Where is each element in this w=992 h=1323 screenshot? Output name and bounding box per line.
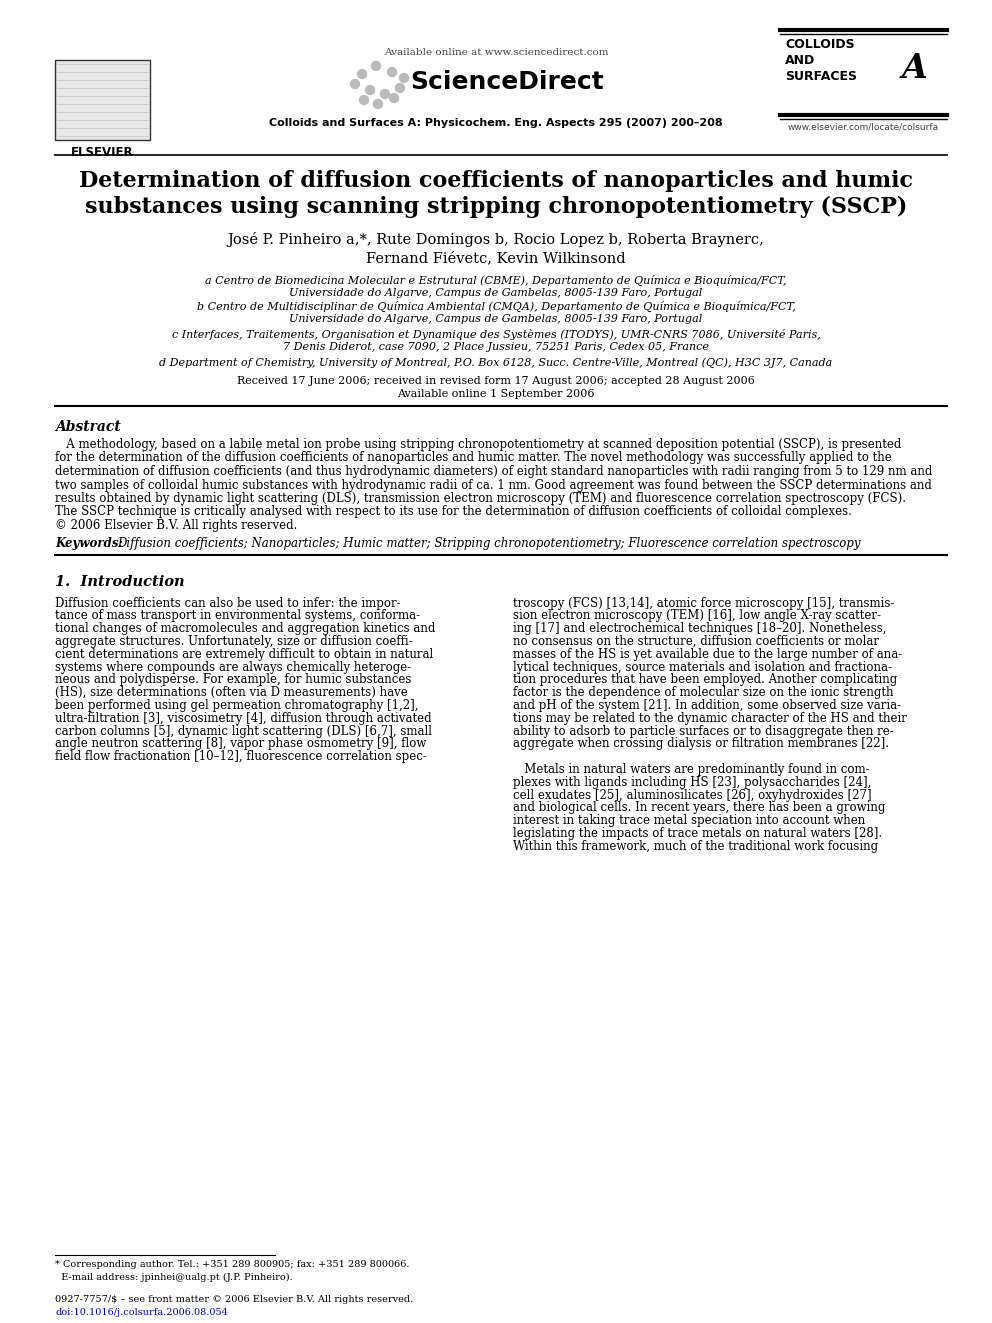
- Text: determination of diffusion coefficients (and thus hydrodynamic diameters) of eig: determination of diffusion coefficients …: [55, 464, 932, 478]
- Text: masses of the HS is yet available due to the large number of ana-: masses of the HS is yet available due to…: [513, 648, 903, 660]
- Text: 1.  Introduction: 1. Introduction: [55, 574, 185, 589]
- Text: Determination of diffusion coefficients of nanoparticles and humic: Determination of diffusion coefficients …: [79, 169, 913, 192]
- Text: sion electron microscopy (TEM) [16], low angle X-ray scatter-: sion electron microscopy (TEM) [16], low…: [513, 610, 881, 622]
- Circle shape: [400, 74, 409, 82]
- Bar: [55, 60, 150, 140]
- Text: ScienceDirect: ScienceDirect: [410, 70, 604, 94]
- Text: plexes with ligands including HS [23], polysaccharides [24],: plexes with ligands including HS [23], p…: [513, 775, 871, 789]
- Text: aggregate structures. Unfortunately, size or diffusion coeffi-: aggregate structures. Unfortunately, siz…: [55, 635, 413, 648]
- Circle shape: [390, 94, 399, 102]
- Text: tions may be related to the dynamic character of the HS and their: tions may be related to the dynamic char…: [513, 712, 907, 725]
- Text: Diffusion coefficients; Nanoparticles; Humic matter; Stripping chronopotentiomet: Diffusion coefficients; Nanoparticles; H…: [117, 537, 860, 549]
- Text: substances using scanning stripping chronopotentiometry (SSCP): substances using scanning stripping chro…: [84, 196, 908, 218]
- Text: Metals in natural waters are predominantly found in com-: Metals in natural waters are predominant…: [513, 763, 870, 775]
- Text: and biological cells. In recent years, there has been a growing: and biological cells. In recent years, t…: [513, 802, 886, 814]
- Circle shape: [381, 90, 390, 98]
- Text: 0927-7757/$ – see front matter © 2006 Elsevier B.V. All rights reserved.: 0927-7757/$ – see front matter © 2006 El…: [55, 1295, 414, 1304]
- Text: carbon columns [5], dynamic light scattering (DLS) [6,7], small: carbon columns [5], dynamic light scatte…: [55, 725, 432, 737]
- Text: troscopy (FCS) [13,14], atomic force microscopy [15], transmis-: troscopy (FCS) [13,14], atomic force mic…: [513, 597, 895, 610]
- Text: Keywords:: Keywords:: [55, 537, 123, 549]
- Text: ing [17] and electrochemical techniques [18–20]. Nonetheless,: ing [17] and electrochemical techniques …: [513, 622, 887, 635]
- Circle shape: [357, 70, 366, 78]
- Text: Within this framework, much of the traditional work focusing: Within this framework, much of the tradi…: [513, 840, 878, 853]
- Text: angle neutron scattering [8], vapor phase osmometry [9], flow: angle neutron scattering [8], vapor phas…: [55, 737, 427, 750]
- Text: lytical techniques, source materials and isolation and fractiona-: lytical techniques, source materials and…: [513, 660, 892, 673]
- Text: two samples of colloidal humic substances with hydrodynamic radii of ca. 1 nm. G: two samples of colloidal humic substance…: [55, 479, 931, 492]
- Text: Available online 1 September 2006: Available online 1 September 2006: [397, 389, 595, 400]
- Circle shape: [365, 86, 375, 94]
- Text: The SSCP technique is critically analysed with respect to its use for the determ: The SSCP technique is critically analyse…: [55, 505, 852, 519]
- Text: interest in taking trace metal speciation into account when: interest in taking trace metal speciatio…: [513, 814, 865, 827]
- Text: José P. Pinheiro a,*, Rute Domingos b, Rocio Lopez b, Roberta Braynerc,: José P. Pinheiro a,*, Rute Domingos b, R…: [227, 232, 765, 247]
- Text: aggregate when crossing dialysis or filtration membranes [22].: aggregate when crossing dialysis or filt…: [513, 737, 889, 750]
- Text: c Interfaces, Traitements, Organisation et Dynamique des Systèmes (ITODYS), UMR-: c Interfaces, Traitements, Organisation …: [172, 329, 820, 340]
- Text: Abstract: Abstract: [55, 419, 121, 434]
- Text: ELSEVIER: ELSEVIER: [70, 146, 133, 159]
- Text: b Centro de Multidisciplinar de Química Ambiental (CMQA), Departamento de Químic: b Centro de Multidisciplinar de Química …: [196, 302, 796, 312]
- Circle shape: [350, 79, 359, 89]
- Text: Available online at www.sciencedirect.com: Available online at www.sciencedirect.co…: [384, 48, 608, 57]
- Text: E-mail address: jpinhei@ualg.pt (J.P. Pinheiro).: E-mail address: jpinhei@ualg.pt (J.P. Pi…: [55, 1273, 293, 1282]
- Text: A: A: [901, 52, 927, 85]
- Text: doi:10.1016/j.colsurfa.2006.08.054: doi:10.1016/j.colsurfa.2006.08.054: [55, 1308, 228, 1316]
- Text: Received 17 June 2006; received in revised form 17 August 2006; accepted 28 Augu: Received 17 June 2006; received in revis…: [237, 376, 755, 386]
- Text: * Corresponding author. Tel.: +351 289 800905; fax: +351 289 800066.: * Corresponding author. Tel.: +351 289 8…: [55, 1259, 410, 1269]
- Circle shape: [371, 61, 381, 70]
- Text: factor is the dependence of molecular size on the ionic strength: factor is the dependence of molecular si…: [513, 687, 894, 699]
- Text: ability to adsorb to particle surfaces or to disaggregate then re-: ability to adsorb to particle surfaces o…: [513, 725, 894, 737]
- Text: systems where compounds are always chemically heteroge-: systems where compounds are always chemi…: [55, 660, 412, 673]
- Text: tion procedures that have been employed. Another complicating: tion procedures that have been employed.…: [513, 673, 897, 687]
- Text: tance of mass transport in environmental systems, conforma-: tance of mass transport in environmental…: [55, 610, 421, 622]
- Circle shape: [388, 67, 397, 77]
- Text: Fernand Fiévetc, Kevin Wilkinsond: Fernand Fiévetc, Kevin Wilkinsond: [366, 251, 626, 265]
- Text: tional changes of macromolecules and aggregation kinetics and: tional changes of macromolecules and agg…: [55, 622, 435, 635]
- Text: field flow fractionation [10–12], fluorescence correlation spec-: field flow fractionation [10–12], fluore…: [55, 750, 427, 763]
- Text: © 2006 Elsevier B.V. All rights reserved.: © 2006 Elsevier B.V. All rights reserved…: [55, 519, 298, 532]
- Text: d Department of Chemistry, University of Montreal, P.O. Box 6128, Succ. Centre-V: d Department of Chemistry, University of…: [160, 357, 832, 368]
- Text: Diffusion coefficients can also be used to infer: the impor-: Diffusion coefficients can also be used …: [55, 597, 401, 610]
- Text: Colloids and Surfaces A: Physicochem. Eng. Aspects 295 (2007) 200–208: Colloids and Surfaces A: Physicochem. En…: [269, 118, 723, 128]
- Text: COLLOIDS
AND
SURFACES: COLLOIDS AND SURFACES: [785, 38, 857, 83]
- Text: www.elsevier.com/locate/colsurfa: www.elsevier.com/locate/colsurfa: [788, 122, 939, 131]
- Text: Universidade do Algarve, Campus de Gambelas, 8005-139 Faro, Portugal: Universidade do Algarve, Campus de Gambe…: [290, 314, 702, 324]
- Circle shape: [374, 99, 383, 108]
- Text: no consensus on the structure, diffusion coefficients or molar: no consensus on the structure, diffusion…: [513, 635, 879, 648]
- Text: a Centro de Biomedicina Molecular e Estrutural (CBME), Departamento de Química e: a Centro de Biomedicina Molecular e Estr…: [205, 275, 787, 286]
- Text: A methodology, based on a labile metal ion probe using stripping chronopotentiom: A methodology, based on a labile metal i…: [55, 438, 902, 451]
- Text: results obtained by dynamic light scattering (DLS), transmission electron micros: results obtained by dynamic light scatte…: [55, 492, 906, 505]
- Text: neous and polydisperse. For example, for humic substances: neous and polydisperse. For example, for…: [55, 673, 412, 687]
- Text: been performed using gel permeation chromatography [1,2],: been performed using gel permeation chro…: [55, 699, 419, 712]
- Text: for the determination of the diffusion coefficients of nanoparticles and humic m: for the determination of the diffusion c…: [55, 451, 892, 464]
- Text: (HS), size determinations (often via D measurements) have: (HS), size determinations (often via D m…: [55, 687, 408, 699]
- Text: ultra-filtration [3], viscosimetry [4], diffusion through activated: ultra-filtration [3], viscosimetry [4], …: [55, 712, 432, 725]
- Circle shape: [359, 95, 368, 105]
- Text: legislating the impacts of trace metals on natural waters [28].: legislating the impacts of trace metals …: [513, 827, 882, 840]
- Text: and pH of the system [21]. In addition, some observed size varia-: and pH of the system [21]. In addition, …: [513, 699, 901, 712]
- Text: cell exudates [25], aluminosilicates [26], oxyhydroxides [27]: cell exudates [25], aluminosilicates [26…: [513, 789, 872, 802]
- Circle shape: [396, 83, 405, 93]
- Text: Universidade do Algarve, Campus de Gambelas, 8005-139 Faro, Portugal: Universidade do Algarve, Campus de Gambe…: [290, 288, 702, 298]
- Text: 7 Denis Diderot, case 7090, 2 Place Jussieu, 75251 Paris, Cedex 05, France: 7 Denis Diderot, case 7090, 2 Place Juss…: [283, 343, 709, 352]
- Text: cient determinations are extremely difficult to obtain in natural: cient determinations are extremely diffi…: [55, 648, 434, 660]
